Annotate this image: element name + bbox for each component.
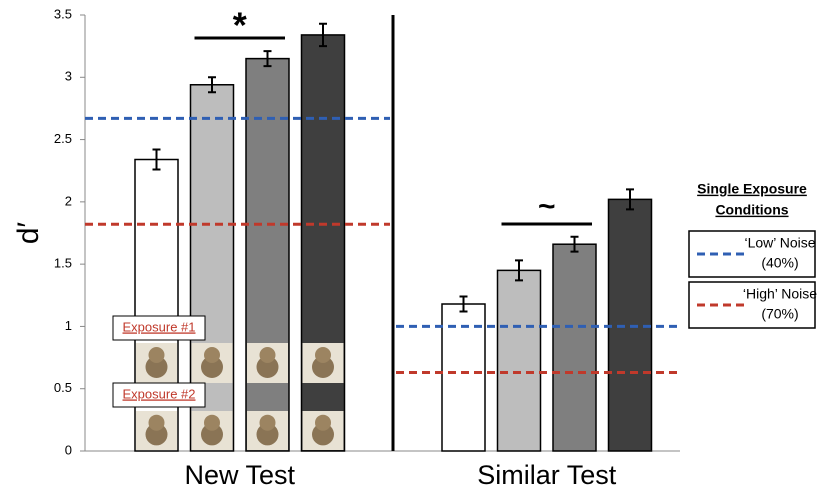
chart: d′ 0 0.5 1 1.5 2 2.5 3 3.5 Exposure #1 Exposure #… [0, 0, 823, 495]
exposure-label: Exposure #1 [123, 319, 196, 334]
y-tick-label: 3 [65, 69, 72, 84]
bear-head [204, 347, 220, 363]
x-tick-label: New Test [184, 460, 295, 490]
y-tick-label: 1.5 [54, 256, 72, 271]
legend-label: (70%) [761, 306, 798, 322]
x-tick-label: Similar Test [477, 460, 617, 490]
annotation: ~ [538, 190, 556, 223]
bear-head [315, 415, 331, 431]
annotation: * [233, 5, 247, 46]
bear-head [260, 347, 276, 363]
legend-label: ‘Low’ Noise [744, 235, 815, 251]
y-axis-label: d′ [12, 221, 45, 244]
bar [553, 244, 596, 451]
legend-title: Conditions [715, 202, 788, 218]
bear-head [149, 415, 165, 431]
bear-head [149, 347, 165, 363]
bear-head [204, 415, 220, 431]
legend-title: Single Exposure [697, 181, 807, 197]
bear-head [315, 347, 331, 363]
y-tick-label: 1 [65, 318, 72, 333]
legend-label: (40%) [761, 255, 798, 271]
bar [302, 35, 345, 451]
exposure-label: Exposure #2 [123, 386, 196, 401]
y-tick-label: 2.5 [54, 131, 72, 146]
y-tick-label: 0 [65, 442, 72, 457]
bar [498, 270, 541, 451]
legend-label: ‘High’ Noise [743, 286, 817, 302]
y-tick-label: 3.5 [54, 6, 72, 21]
bear-head [260, 415, 276, 431]
y-tick-label: 2 [65, 193, 72, 208]
y-tick-label: 0.5 [54, 380, 72, 395]
